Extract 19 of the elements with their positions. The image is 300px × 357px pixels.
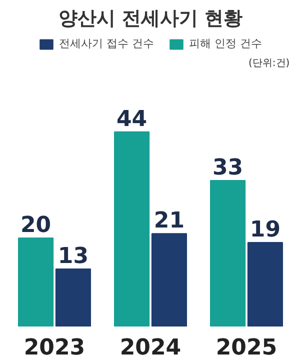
bar — [55, 268, 91, 326]
bar — [114, 131, 150, 326]
x-tick-label: 2025 — [216, 336, 278, 357]
data-label: 33 — [212, 156, 244, 180]
chart-title: 양산시 전세사기 현황 — [58, 8, 243, 30]
bar — [247, 242, 283, 326]
data-label: 21 — [154, 208, 185, 234]
x-tick-label: 2024 — [120, 336, 182, 357]
data-label: 20 — [20, 213, 52, 238]
legend-label: 피해 인정 건수 — [189, 36, 262, 51]
data-label: 44 — [116, 106, 148, 132]
legend-label: 전세사기 접수 건수 — [59, 36, 154, 51]
bar — [18, 238, 54, 326]
bar — [210, 180, 246, 326]
data-label: 19 — [250, 217, 281, 242]
text: (단위:건) — [248, 58, 290, 69]
x-tick-label: 2023 — [24, 336, 86, 357]
bar — [151, 233, 187, 326]
data-label: 13 — [58, 244, 89, 269]
